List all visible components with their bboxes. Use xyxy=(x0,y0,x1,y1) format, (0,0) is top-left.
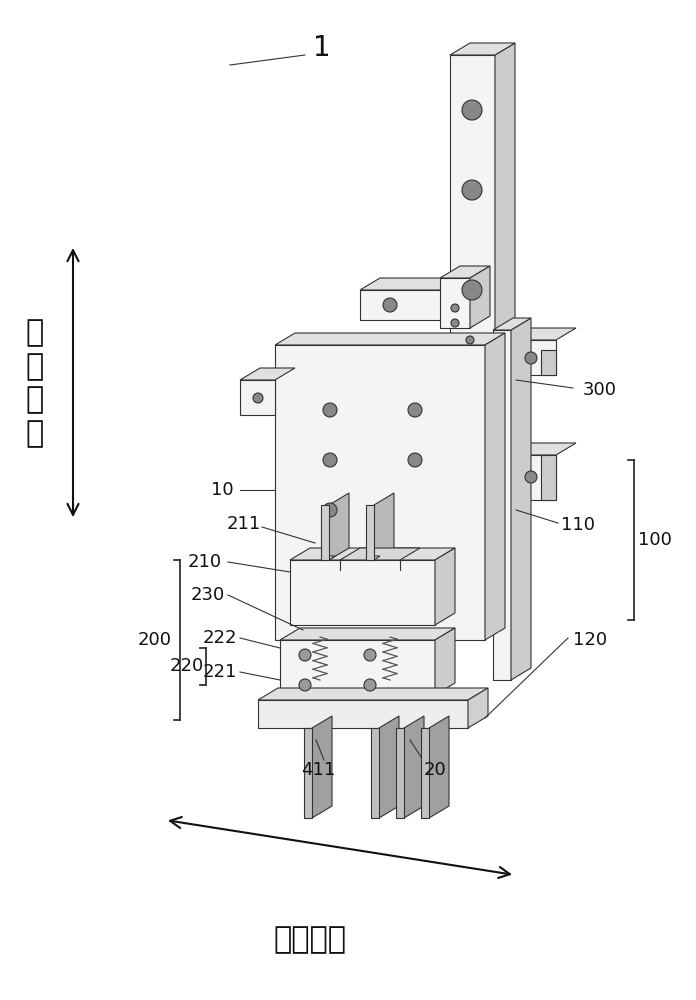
Text: 110: 110 xyxy=(561,516,595,534)
Polygon shape xyxy=(312,716,332,818)
Polygon shape xyxy=(450,55,495,625)
Polygon shape xyxy=(258,688,488,700)
Text: 222: 222 xyxy=(203,629,237,647)
Polygon shape xyxy=(493,318,531,330)
Polygon shape xyxy=(371,728,379,818)
Polygon shape xyxy=(511,443,576,455)
Circle shape xyxy=(525,352,537,364)
Polygon shape xyxy=(360,278,470,290)
Polygon shape xyxy=(435,548,455,625)
Text: 210: 210 xyxy=(188,553,222,571)
Circle shape xyxy=(299,679,311,691)
Circle shape xyxy=(451,304,459,312)
Text: 第
一
方
向: 第 一 方 向 xyxy=(26,318,44,448)
Polygon shape xyxy=(440,278,470,328)
Circle shape xyxy=(466,336,474,344)
Polygon shape xyxy=(404,716,424,818)
Polygon shape xyxy=(511,328,576,340)
Text: 120: 120 xyxy=(573,631,607,649)
Text: 221: 221 xyxy=(203,663,237,681)
Circle shape xyxy=(364,649,376,661)
Polygon shape xyxy=(360,290,450,320)
Text: 10: 10 xyxy=(211,481,233,499)
Polygon shape xyxy=(321,505,329,560)
Polygon shape xyxy=(429,716,449,818)
Polygon shape xyxy=(493,330,511,680)
Circle shape xyxy=(323,503,337,517)
Polygon shape xyxy=(366,505,374,560)
Polygon shape xyxy=(541,350,556,375)
Polygon shape xyxy=(379,716,399,818)
Text: 第二方向: 第二方向 xyxy=(274,926,347,954)
Text: 20: 20 xyxy=(424,761,446,779)
Text: 200: 200 xyxy=(138,631,172,649)
Text: 220: 220 xyxy=(170,657,204,675)
Polygon shape xyxy=(511,455,556,500)
Polygon shape xyxy=(485,333,505,640)
Polygon shape xyxy=(541,455,556,500)
Polygon shape xyxy=(396,728,404,818)
Polygon shape xyxy=(340,548,420,560)
Polygon shape xyxy=(421,728,429,818)
Circle shape xyxy=(299,649,311,661)
Circle shape xyxy=(253,393,263,403)
Polygon shape xyxy=(258,700,468,728)
Polygon shape xyxy=(511,340,556,375)
Polygon shape xyxy=(280,628,455,640)
Text: 300: 300 xyxy=(583,381,617,399)
Polygon shape xyxy=(329,493,349,560)
Circle shape xyxy=(525,471,537,483)
Text: 100: 100 xyxy=(638,531,672,549)
Text: 1: 1 xyxy=(313,34,331,62)
Polygon shape xyxy=(275,345,485,640)
Polygon shape xyxy=(290,560,435,625)
Text: 211: 211 xyxy=(227,515,261,533)
Circle shape xyxy=(364,679,376,691)
Circle shape xyxy=(323,453,337,467)
Polygon shape xyxy=(374,493,394,560)
Polygon shape xyxy=(450,278,470,320)
Circle shape xyxy=(383,298,397,312)
Circle shape xyxy=(462,100,482,120)
Circle shape xyxy=(462,180,482,200)
Polygon shape xyxy=(275,333,505,345)
Polygon shape xyxy=(366,556,380,560)
Polygon shape xyxy=(470,266,490,328)
Polygon shape xyxy=(495,43,515,625)
Polygon shape xyxy=(290,548,455,560)
Circle shape xyxy=(462,280,482,300)
Polygon shape xyxy=(280,640,435,695)
Polygon shape xyxy=(304,728,312,818)
Circle shape xyxy=(451,319,459,327)
Polygon shape xyxy=(240,368,295,380)
Polygon shape xyxy=(511,318,531,680)
Circle shape xyxy=(323,403,337,417)
Polygon shape xyxy=(240,380,275,415)
Polygon shape xyxy=(450,43,515,55)
Circle shape xyxy=(408,403,422,417)
Polygon shape xyxy=(435,628,455,695)
Polygon shape xyxy=(321,556,335,560)
Text: 411: 411 xyxy=(301,761,335,779)
Polygon shape xyxy=(440,266,490,278)
Text: 230: 230 xyxy=(191,586,225,604)
Circle shape xyxy=(408,453,422,467)
Polygon shape xyxy=(468,688,488,728)
